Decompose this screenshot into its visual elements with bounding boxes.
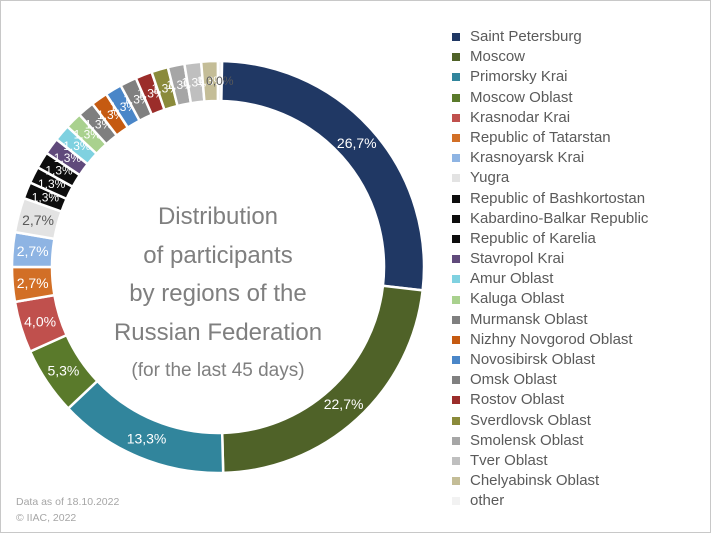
legend-item-stavropol-krai: Stavropol Krai xyxy=(452,249,648,269)
legend-swatch-republic-of-karelia xyxy=(452,234,460,243)
legend-item-smolensk-oblast: Smolensk Oblast xyxy=(452,431,648,451)
legend-label-primorsky-krai: Primorsky Krai xyxy=(470,68,568,86)
legend-item-novosibirsk-oblast: Novosibirsk Oblast xyxy=(452,350,648,370)
legend-swatch-rostov-oblast xyxy=(452,396,460,405)
legend-label-sverdlovsk-oblast: Sverdlovsk Oblast xyxy=(470,411,591,429)
legend-item-amur-oblast: Amur Oblast xyxy=(452,269,648,289)
legend-swatch-murmansk-oblast xyxy=(452,315,460,324)
legend-label-kabardino-balkar-republic: Kabardino-Balkar Republic xyxy=(470,209,649,227)
copyright-note: © IIAC, 2022 xyxy=(16,512,77,524)
legend-swatch-novosibirsk-oblast xyxy=(452,356,460,365)
legend-item-omsk-oblast: Omsk Oblast xyxy=(452,370,648,390)
legend-item-primorsky-krai: Primorsky Krai xyxy=(452,67,648,87)
chart-title-line-3: by regions of the xyxy=(129,280,307,307)
legend-item-krasnodar-krai: Krasnodar Krai xyxy=(452,108,648,128)
legend-item-rostov-oblast: Rostov Oblast xyxy=(452,390,648,410)
chart-footer: Data as of 18.10.2022 © IIAC, 2022 xyxy=(16,494,119,526)
data-label-yugra: 2,7% xyxy=(22,212,54,228)
legend-swatch-krasnodar-krai xyxy=(452,113,460,122)
chart-title-line-1: Distribution xyxy=(157,203,279,230)
legend-label-krasnodar-krai: Krasnodar Krai xyxy=(470,108,571,126)
legend-swatch-yugra xyxy=(452,174,460,183)
data-label-republic-of-tatarstan: 2,7% xyxy=(17,275,49,291)
legend-item-sverdlovsk-oblast: Sverdlovsk Oblast xyxy=(452,411,648,431)
data-date-note: Data as of 18.10.2022 xyxy=(16,496,120,508)
data-label-other: 0,0% xyxy=(206,74,234,88)
legend-swatch-omsk-oblast xyxy=(452,376,460,385)
legend-swatch-stavropol-krai xyxy=(452,255,460,264)
legend-label-moscow: Moscow xyxy=(470,48,526,66)
legend-label-krasnoyarsk-krai: Krasnoyarsk Krai xyxy=(470,149,585,167)
data-label-primorsky-krai: 13,3% xyxy=(127,431,167,447)
legend-swatch-smolensk-oblast xyxy=(452,436,460,445)
legend-label-omsk-oblast: Omsk Oblast xyxy=(470,371,557,389)
legend-item-tver-oblast: Tver Oblast xyxy=(452,451,648,471)
legend-swatch-kabardino-balkar-republic xyxy=(452,214,460,223)
legend-item-saint-petersburg: Saint Petersburg xyxy=(452,27,648,47)
legend-label-kaluga-oblast: Kaluga Oblast xyxy=(470,290,565,308)
legend-label-stavropol-krai: Stavropol Krai xyxy=(470,250,565,268)
legend-item-krasnoyarsk-krai: Krasnoyarsk Krai xyxy=(452,148,648,168)
legend-label-yugra: Yugra xyxy=(470,169,510,187)
legend-swatch-moscow xyxy=(452,53,460,62)
legend-label-saint-petersburg: Saint Petersburg xyxy=(470,28,582,45)
data-label-republic-of-bashkortostan: 1,3% xyxy=(32,191,60,205)
legend-swatch-sverdlovsk-oblast xyxy=(452,416,460,425)
legend-item-murmansk-oblast: Murmansk Oblast xyxy=(452,310,648,330)
legend-swatch-krasnoyarsk-krai xyxy=(452,154,460,163)
legend-swatch-nizhny-novgorod-oblast xyxy=(452,335,460,344)
legend-swatch-moscow-oblast xyxy=(452,93,460,102)
chart-subtitle: (for the last 45 days) xyxy=(131,360,305,381)
legend-item-republic-of-tatarstan: Republic of Tatarstan xyxy=(452,128,648,148)
chart-title-line-2: of participants xyxy=(143,241,293,269)
legend-item-republic-of-bashkortostan: Republic of Bashkortostan xyxy=(452,189,648,209)
legend-item-kaluga-oblast: Kaluga Oblast xyxy=(452,289,648,309)
legend-swatch-tver-oblast xyxy=(452,457,460,466)
legend-swatch-kaluga-oblast xyxy=(452,295,460,304)
legend-item-other: other xyxy=(452,491,648,511)
legend-label-republic-of-karelia: Republic of Karelia xyxy=(470,229,596,247)
legend-swatch-amur-oblast xyxy=(452,275,460,284)
donut-slice-primorsky-krai xyxy=(66,379,225,475)
legend-label-murmansk-oblast: Murmansk Oblast xyxy=(470,310,588,328)
legend-label-other: other xyxy=(470,492,505,510)
legend-label-rostov-oblast: Rostov Oblast xyxy=(470,391,565,409)
legend-item-republic-of-karelia: Republic of Karelia xyxy=(452,229,648,249)
legend-label-moscow-oblast: Moscow Oblast xyxy=(470,88,573,106)
legend-swatch-other xyxy=(452,497,460,506)
legend-swatch-republic-of-tatarstan xyxy=(452,134,460,143)
data-label-moscow-oblast: 5,3% xyxy=(47,362,79,378)
legend-item-yugra: Yugra xyxy=(452,168,648,188)
data-label-saint-petersburg: 26,7% xyxy=(337,135,377,151)
chart-title-line-4: Russian Federation xyxy=(113,318,323,346)
data-label-moscow: 22,7% xyxy=(324,396,364,412)
legend-item-moscow: Moscow xyxy=(452,47,648,67)
data-label-krasnoyarsk-krai: 2,7% xyxy=(17,243,49,259)
data-label-krasnodar-krai: 4,0% xyxy=(24,313,56,329)
chart-legend: Saint Petersburg Moscow Primorsky Krai Mosc… xyxy=(452,27,648,512)
legend-label-amur-oblast: Amur Oblast xyxy=(470,270,554,288)
legend-label-novosibirsk-oblast: Novosibirsk Oblast xyxy=(470,351,596,368)
legend-item-moscow-oblast: Moscow Oblast xyxy=(452,88,648,108)
legend-label-republic-of-bashkortostan: Republic of Bashkortostan xyxy=(470,189,646,207)
legend-swatch-primorsky-krai xyxy=(452,73,460,82)
donut-slice-other xyxy=(216,59,224,103)
legend-label-republic-of-tatarstan: Republic of Tatarstan xyxy=(470,128,611,146)
legend-label-smolensk-oblast: Smolensk Oblast xyxy=(470,431,584,449)
legend-label-tver-oblast: Tver Oblast xyxy=(470,451,548,469)
legend-swatch-chelyabinsk-oblast xyxy=(452,477,460,486)
chart-title: Distribution of participants by regions … xyxy=(95,198,341,391)
legend-item-kabardino-balkar-republic: Kabardino-Balkar Republic xyxy=(452,209,648,229)
legend-swatch-republic-of-bashkortostan xyxy=(452,194,460,203)
legend-swatch-saint-petersburg xyxy=(452,33,460,42)
legend-item-nizhny-novgorod-oblast: Nizhny Novgorod Oblast xyxy=(452,330,648,350)
legend-label-nizhny-novgorod-oblast: Nizhny Novgorod Oblast xyxy=(470,330,633,348)
legend-item-chelyabinsk-oblast: Chelyabinsk Oblast xyxy=(452,471,648,491)
legend-label-chelyabinsk-oblast: Chelyabinsk Oblast xyxy=(470,472,600,490)
